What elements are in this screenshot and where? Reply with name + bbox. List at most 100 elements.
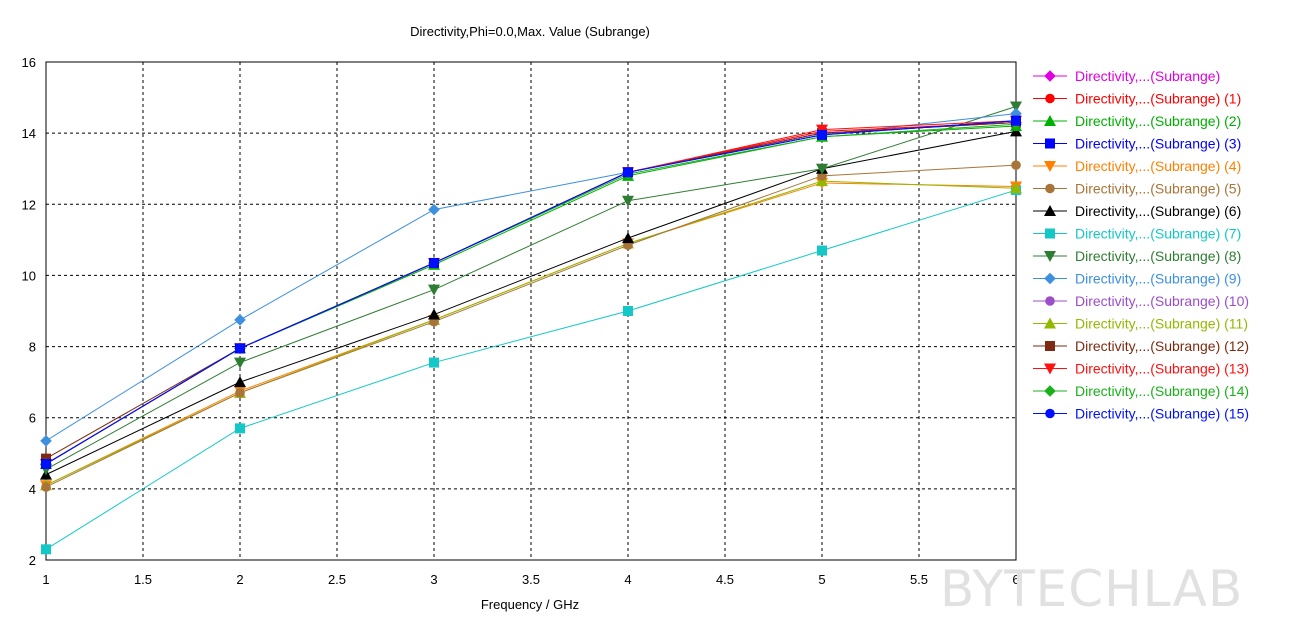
legend-marker [1045, 296, 1055, 306]
data-point [41, 482, 51, 492]
series-line [45, 105, 1017, 470]
y-tick-label: 2 [29, 553, 36, 568]
data-point [622, 232, 634, 244]
data-point [1011, 160, 1021, 170]
legend-marker [1045, 341, 1055, 351]
legend-label: Directivity,...(Subrange) (5) [1075, 181, 1241, 197]
legend-label: Directivity,...(Subrange) (13) [1075, 361, 1249, 377]
legend-marker [1044, 115, 1056, 126]
series-5 [41, 160, 1021, 492]
data-point [623, 306, 633, 316]
legend-marker [1045, 408, 1055, 419]
legend-marker [1044, 251, 1056, 262]
data-point [1011, 115, 1021, 126]
legend-entry: Directivity,...(Subrange) (10) [1033, 293, 1249, 309]
x-tick-label: 2.5 [328, 572, 346, 587]
legend-entry: Directivity,...(Subrange) (8) [1033, 248, 1241, 264]
data-point [234, 314, 246, 326]
x-tick-label: 2 [236, 572, 243, 587]
series-line [45, 120, 1017, 465]
x-tick-label: 5.5 [910, 572, 928, 587]
legend-entry: Directivity,...(Subrange) [1033, 68, 1220, 84]
data-point [1010, 101, 1022, 113]
legend-entry: Directivity,...(Subrange) (11) [1033, 316, 1248, 332]
legend-label: Directivity,...(Subrange) (10) [1075, 293, 1249, 309]
x-tick-label: 4 [624, 572, 631, 587]
y-tick-label: 14 [22, 126, 36, 141]
legend-label: Directivity,...(Subrange) (3) [1075, 136, 1241, 152]
legend-entry: Directivity,...(Subrange) (5) [1033, 181, 1241, 197]
legend-label: Directivity,...(Subrange) (4) [1075, 158, 1241, 174]
legend-label: Directivity,...(Subrange) [1075, 68, 1220, 84]
plot-frame [45, 61, 1017, 561]
series-line [45, 189, 1017, 550]
legend-label: Directivity,...(Subrange) (6) [1075, 203, 1241, 219]
data-point [41, 544, 51, 555]
data-point [623, 167, 633, 178]
data-point [622, 195, 634, 207]
legend-entry: Directivity,...(Subrange) (9) [1033, 271, 1241, 287]
legend-entry: Directivity,...(Subrange) (2) [1033, 113, 1241, 129]
data-point [817, 130, 827, 140]
data-point [1010, 182, 1022, 194]
legend-label: Directivity,...(Subrange) (2) [1075, 113, 1241, 129]
x-tick-label: 1.5 [134, 572, 152, 587]
legend-label: Directivity,...(Subrange) (7) [1075, 226, 1241, 242]
y-tick-labels: 2 4 6 8 10 12 14 16 [22, 55, 36, 568]
data-point [234, 376, 246, 388]
legend-label: Directivity,...(Subrange) (11) [1075, 316, 1248, 332]
legend-marker [1044, 205, 1056, 216]
data-point [234, 357, 246, 369]
legend-entry: Directivity,...(Subrange) (15) [1033, 406, 1249, 422]
data-point [235, 388, 245, 398]
legend-marker [1045, 228, 1055, 239]
data-point [41, 459, 51, 469]
x-tick-label: 6 [1012, 572, 1019, 587]
y-tick-label: 8 [29, 340, 36, 355]
legend-marker [1044, 363, 1056, 375]
legend-entry: Directivity,...(Subrange) (7) [1033, 226, 1241, 242]
y-tick-label: 10 [22, 268, 36, 283]
legend-entry: Directivity,...(Subrange) (6) [1033, 203, 1241, 219]
legend-entry: Directivity,...(Subrange) (1) [1033, 91, 1241, 107]
legend-label: Directivity,...(Subrange) (15) [1075, 406, 1249, 422]
series-line [45, 164, 1017, 488]
data-point [816, 175, 828, 187]
x-tick-label: 3.5 [522, 572, 540, 587]
x-tick-labels: 1 1.5 2 2.5 3 3.5 4 4.5 5 5.5 6 [42, 572, 1019, 587]
legend-marker [1044, 317, 1056, 329]
data-point [817, 245, 827, 256]
legend-entry: Directivity,...(Subrange) (3) [1033, 136, 1241, 152]
data-point [428, 308, 440, 320]
legend: Directivity,...(Subrange) Directivity,...… [1033, 68, 1249, 422]
legend-entry: Directivity,...(Subrange) (14) [1033, 383, 1249, 399]
data-point [429, 357, 439, 368]
legend-label: Directivity,...(Subrange) (12) [1075, 338, 1249, 354]
x-tick-label: 1 [42, 572, 49, 587]
y-tick-label: 12 [22, 197, 36, 212]
legend-marker [1045, 93, 1055, 104]
y-tick-label: 4 [29, 482, 36, 497]
x-tick-label: 5 [818, 572, 825, 587]
y-tick-label: 16 [22, 55, 36, 70]
y-tick-label: 6 [29, 411, 36, 426]
x-tick-label: 3 [430, 572, 437, 587]
series-15 [41, 115, 1021, 469]
data-point [40, 435, 52, 447]
data-point [429, 258, 439, 268]
legend-label: Directivity,...(Subrange) (1) [1075, 91, 1241, 107]
legend-marker [1044, 161, 1056, 172]
data-point [235, 423, 245, 434]
legend-marker [1045, 138, 1055, 149]
legend-entry: Directivity,...(Subrange) (4) [1033, 158, 1241, 174]
x-tick-label: 4.5 [716, 572, 734, 587]
data-point [1010, 107, 1022, 120]
legend-label: Directivity,...(Subrange) (8) [1075, 248, 1241, 264]
series-layer [40, 101, 1022, 555]
legend-marker [1044, 70, 1056, 82]
series-line [45, 130, 1017, 476]
chart-title: Directivity,Phi=0.0,Max. Value (Subrange… [410, 24, 650, 39]
x-axis-label: Frequency / GHz [481, 597, 579, 612]
legend-marker [1045, 183, 1055, 194]
